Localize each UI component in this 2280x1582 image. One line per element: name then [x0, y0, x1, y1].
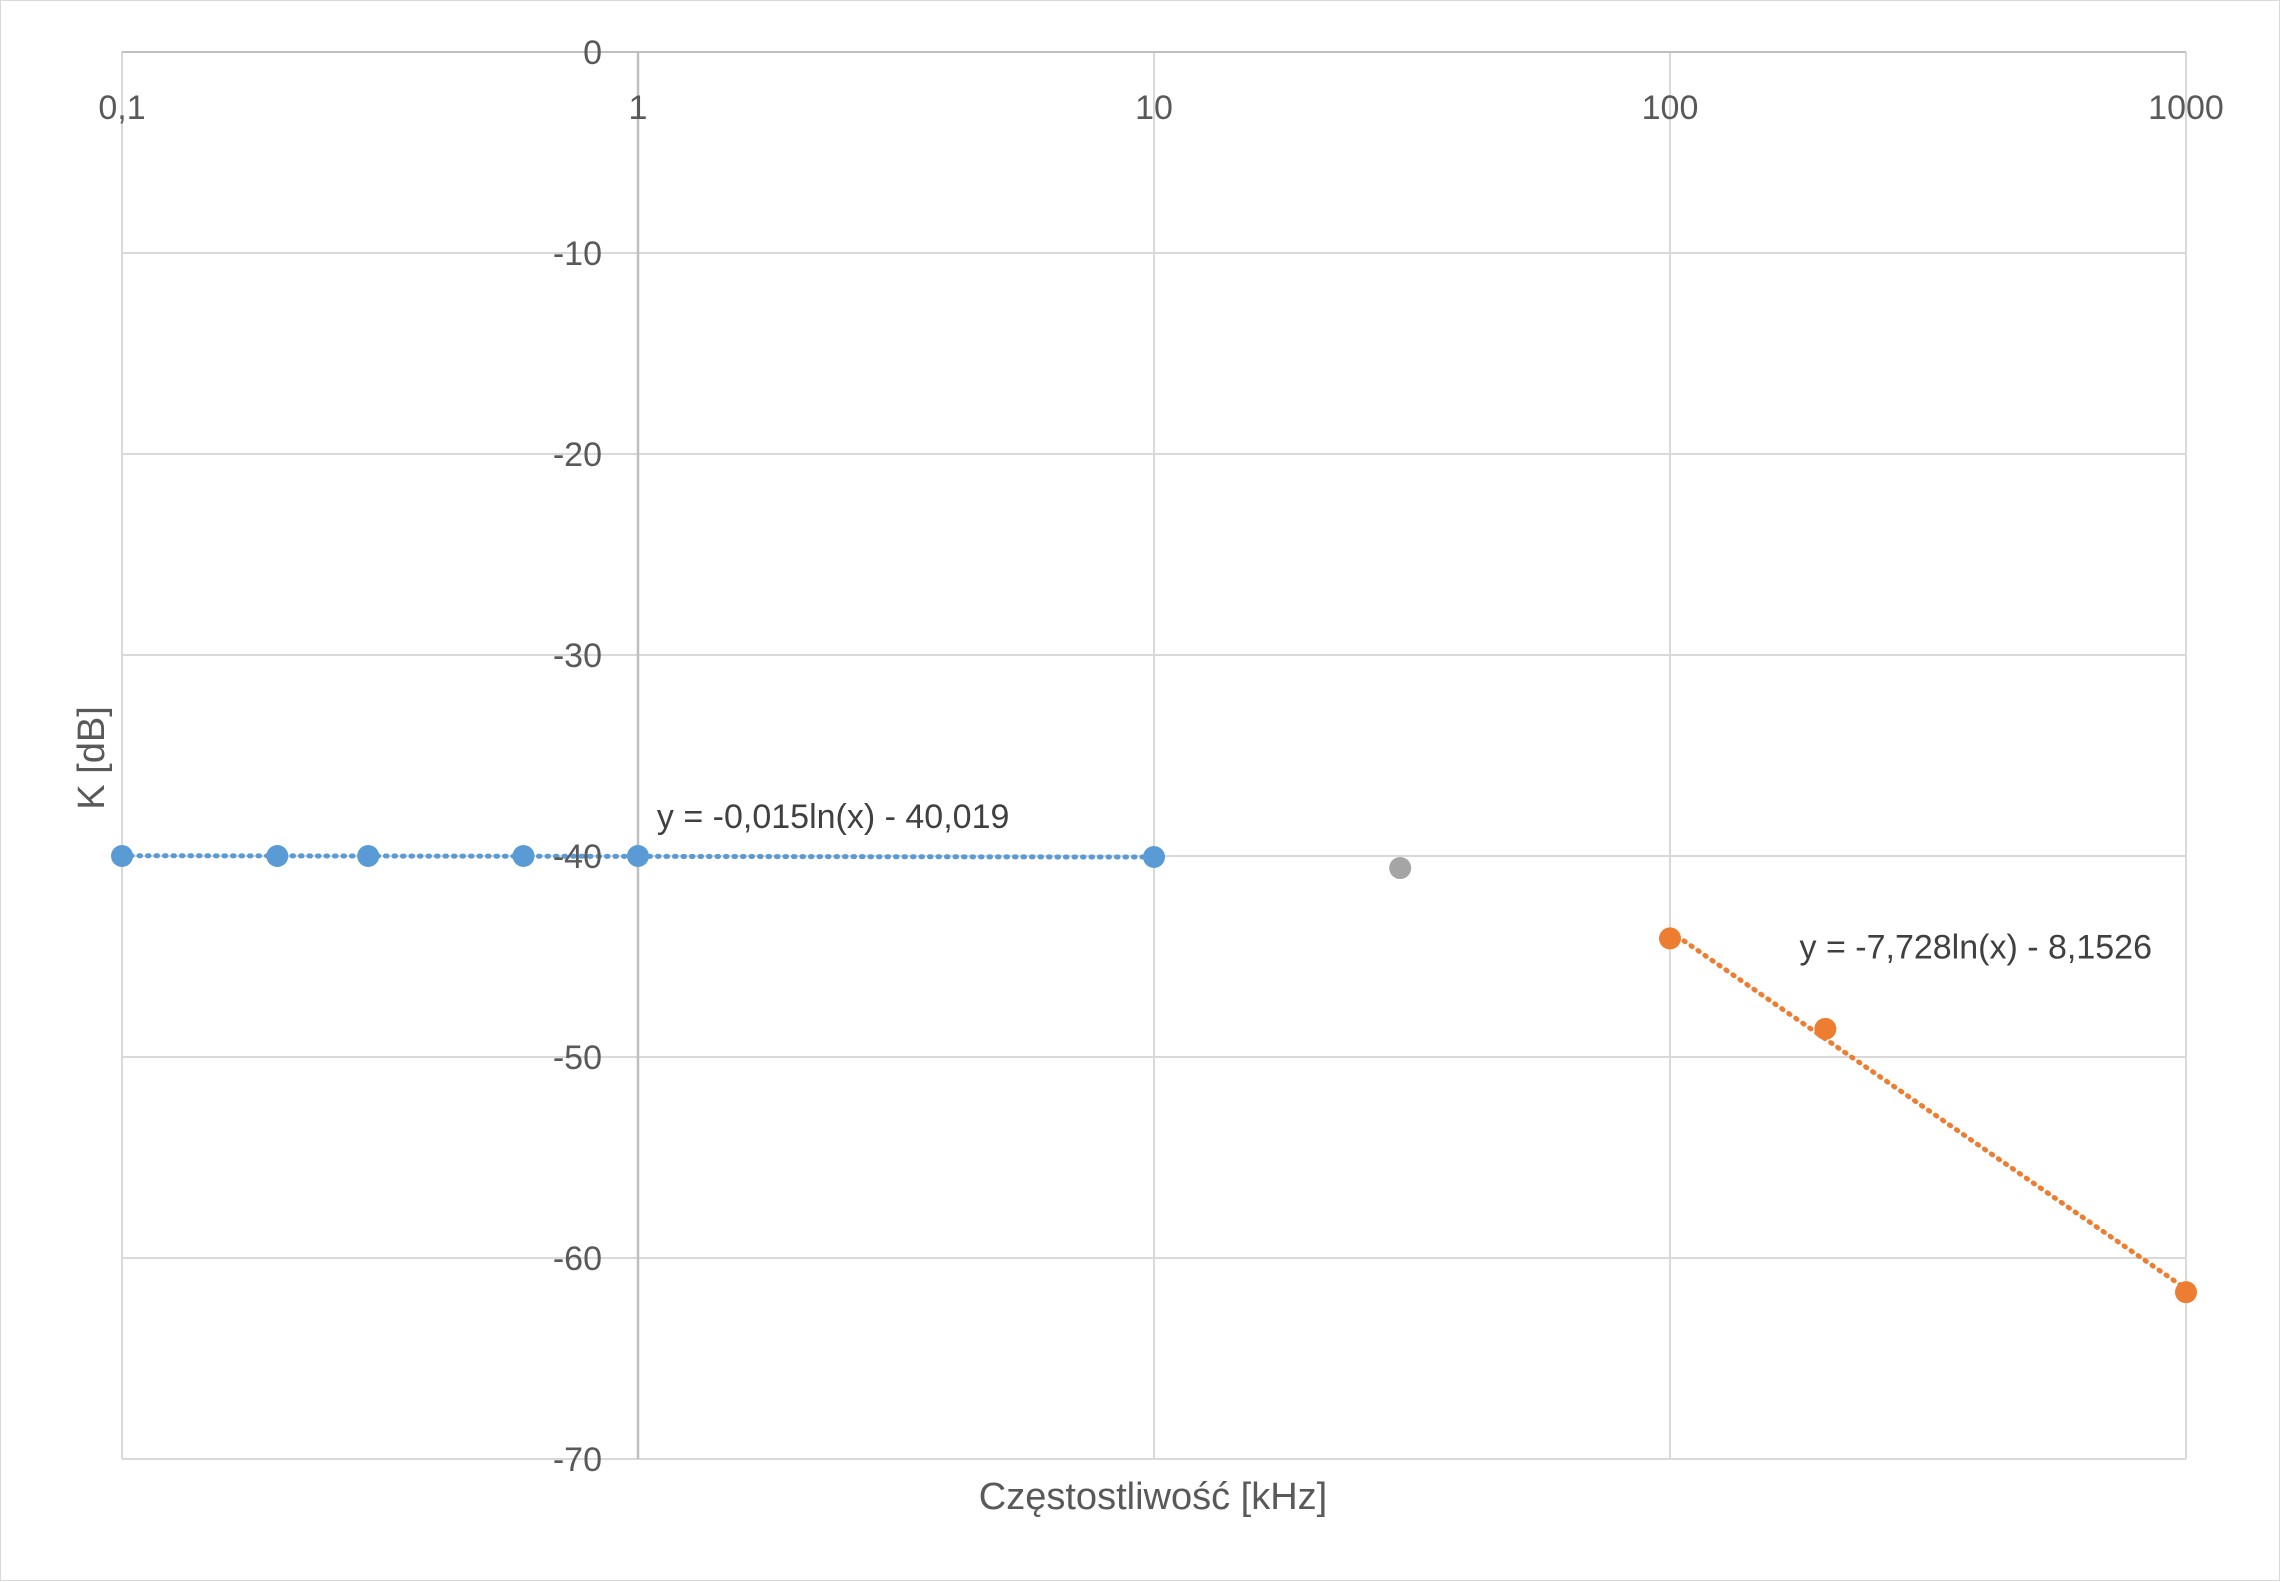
data-points	[111, 845, 2197, 1304]
y-axis-title: K [dB]	[71, 706, 113, 810]
y-tick-label: -70	[553, 1441, 602, 1479]
y-tick-label: -10	[553, 235, 602, 273]
data-point-series-1	[512, 845, 535, 867]
x-tick-label: 1	[629, 89, 648, 127]
data-point-series-3	[1814, 1017, 1837, 1040]
y-tick-label: -60	[553, 1240, 602, 1278]
y-tick-label: -30	[553, 637, 602, 675]
data-point-series-1	[1143, 846, 1165, 869]
x-tick-label: 10	[1135, 89, 1173, 127]
trendline-equation-series-1: y = -0,015ln(x) - 40,019	[657, 798, 1009, 836]
y-tick-label: -20	[553, 436, 602, 474]
data-point-series-1	[266, 845, 289, 867]
data-point-series-1	[111, 845, 133, 867]
y-tick-label: -50	[553, 1039, 602, 1077]
data-point-series-2	[1389, 857, 1412, 880]
data-point-series-1	[627, 845, 649, 867]
x-tick-label: 0,1	[98, 89, 145, 127]
labels: 0 -10 -20 -30 -40 -50 -60 -70 0,1 1 10 100 1000 y = -…	[98, 34, 2223, 1479]
x-tick-label: 1000	[2148, 89, 2224, 127]
data-point-series-3	[1659, 927, 1681, 950]
y-tick-label: 0	[583, 34, 602, 72]
axes	[122, 51, 2186, 1459]
x-tick-label: 100	[1642, 89, 1699, 127]
data-point-series-3	[2175, 1281, 2197, 1304]
data-point-series-1	[357, 845, 380, 867]
gridlines	[121, 52, 2187, 1460]
x-axis-title: Częstostliwość [kHz]	[979, 1476, 1327, 1518]
trendline-series-3	[1667, 928, 2189, 1292]
trendline-equation-series-3: y = -7,728ln(x) - 8,1526	[1800, 928, 2152, 966]
y-tick-label: -40	[553, 838, 602, 876]
